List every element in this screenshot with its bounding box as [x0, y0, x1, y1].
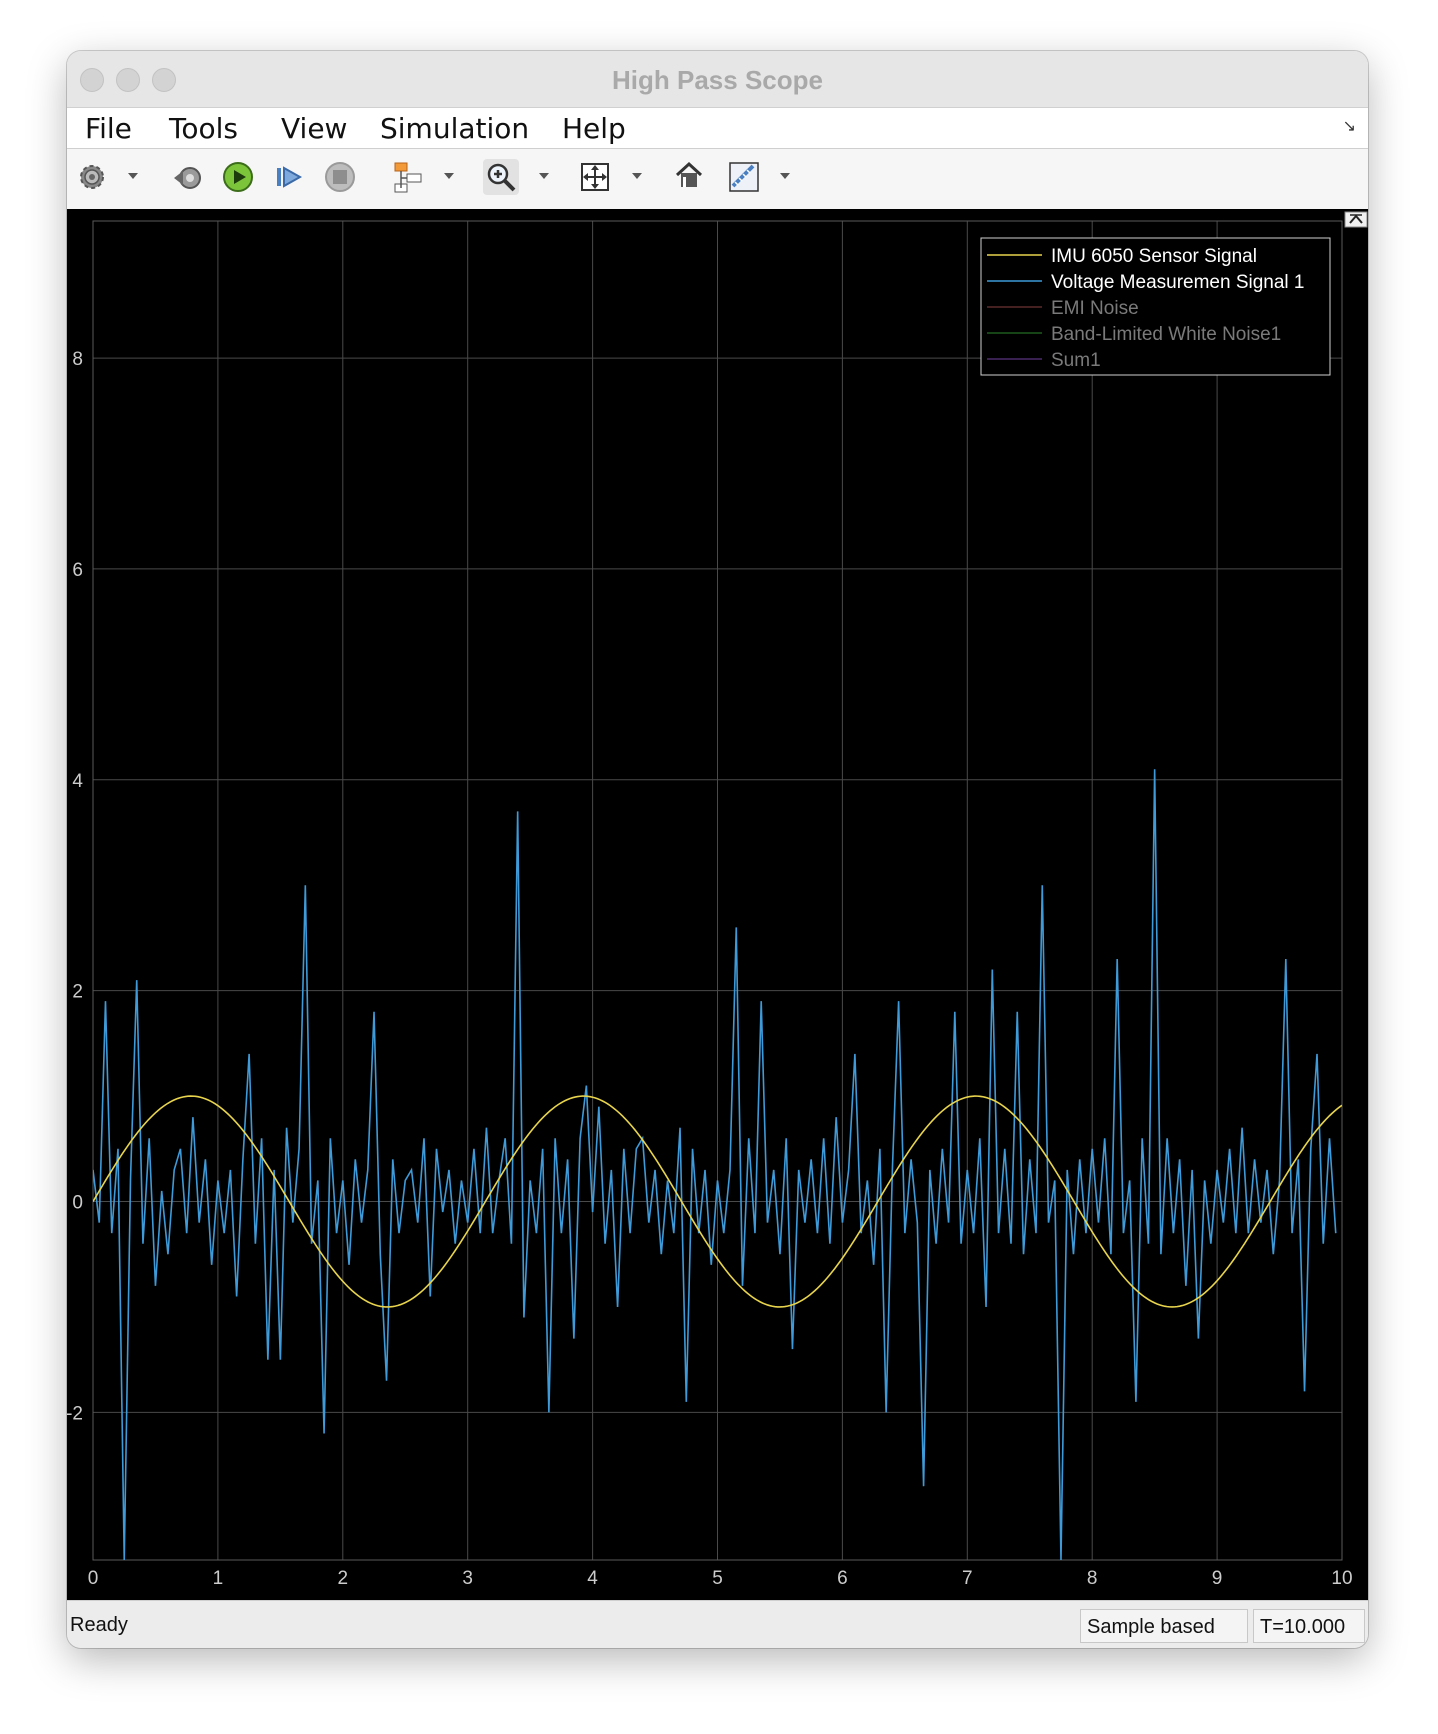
legend-entry-4[interactable]: Sum1: [1051, 350, 1101, 371]
zoom-fit-dropdown-icon[interactable]: [632, 173, 642, 179]
settings-dropdown-icon[interactable]: [128, 173, 138, 179]
scope-display[interactable]: 0 1 2 3 4 5 6 7 8 9 10 -2 0 2 4 6 8 IMU 6050 Sensor Sig…: [67, 209, 1368, 1600]
y-tick-label-5: 8: [72, 349, 83, 370]
legend-entry-2[interactable]: EMI Noise: [1051, 298, 1139, 319]
series-imu-line: [93, 1095, 1342, 1308]
status-mode: Sample based: [1080, 1609, 1248, 1643]
status-bar: Ready Sample based T=10.000: [67, 1600, 1368, 1648]
zoom-window-button[interactable]: [152, 68, 176, 92]
y-tick-label-3: 4: [72, 771, 83, 792]
step-back-icon[interactable]: [169, 159, 205, 195]
menu-simulation[interactable]: Simulation: [380, 112, 530, 145]
series-voltage-line: [93, 769, 1337, 1560]
y-tick-label-2: 2: [72, 982, 83, 1003]
zoom-fit-icon[interactable]: [577, 159, 613, 195]
series-lines: [93, 769, 1342, 1560]
menu-bar: File Tools View Simulation Help ↘: [67, 108, 1368, 149]
close-window-button[interactable]: [80, 68, 104, 92]
undock-arrow-icon[interactable]: ↘: [1342, 118, 1356, 135]
menu-file[interactable]: File: [85, 112, 132, 145]
y-tick-label-0: -2: [67, 1403, 83, 1424]
menu-view[interactable]: View: [281, 112, 348, 145]
expand-plot-icon[interactable]: [1344, 211, 1368, 228]
x-tick-label-7: 7: [962, 1568, 973, 1589]
y-tick-labels: -2 0 2 4 6 8: [67, 349, 83, 1424]
zoom-in-icon[interactable]: [483, 159, 519, 195]
title-bar: High Pass Scope: [67, 51, 1368, 108]
status-state: Ready: [70, 1614, 128, 1636]
highlight-icon[interactable]: [391, 159, 427, 195]
scope-window: High Pass Scope File Tools View Simulati…: [67, 51, 1368, 1648]
legend-entry-0[interactable]: IMU 6050 Sensor Signal: [1051, 246, 1257, 267]
measure-icon[interactable]: [726, 159, 762, 195]
x-tick-label-9: 9: [1212, 1568, 1223, 1589]
menu-help[interactable]: Help: [562, 112, 626, 145]
legend-entry-1[interactable]: Voltage Measuremen Signal 1: [1051, 272, 1305, 293]
x-tick-label-10: 10: [1331, 1568, 1352, 1589]
highlight-dropdown-icon[interactable]: [444, 173, 454, 179]
y-tick-label-1: 0: [72, 1193, 83, 1214]
grid-lines: [93, 221, 1342, 1560]
window-title: High Pass Scope: [612, 65, 823, 95]
x-tick-label-0: 0: [88, 1568, 99, 1589]
minimize-window-button[interactable]: [116, 68, 140, 92]
x-tick-labels: 0 1 2 3 4 5 6 7 8 9 10: [88, 1568, 1353, 1589]
y-tick-label-4: 6: [72, 560, 83, 581]
x-tick-label-8: 8: [1087, 1568, 1098, 1589]
x-tick-label-3: 3: [462, 1568, 473, 1589]
axes-frame: [92, 220, 1343, 1561]
legend[interactable]: IMU 6050 Sensor Signal Voltage Measuremen…: [980, 237, 1331, 376]
x-tick-label-1: 1: [213, 1568, 224, 1589]
zoom-dropdown-icon[interactable]: [539, 173, 549, 179]
scope-plot-svg: 0 1 2 3 4 5 6 7 8 9 10 -2 0 2 4 6 8 IMU 6050 Sensor Sig…: [67, 209, 1368, 1600]
step-forward-icon[interactable]: [271, 159, 307, 195]
x-tick-label-2: 2: [338, 1568, 349, 1589]
measure-dropdown-icon[interactable]: [780, 173, 790, 179]
x-tick-label-4: 4: [587, 1568, 598, 1589]
menu-tools[interactable]: Tools: [169, 112, 238, 145]
x-tick-label-6: 6: [837, 1568, 848, 1589]
stop-icon[interactable]: [322, 159, 358, 195]
gear-icon[interactable]: [74, 159, 110, 195]
x-tick-label-5: 5: [712, 1568, 723, 1589]
scale-y-icon[interactable]: [671, 159, 707, 195]
run-icon[interactable]: [220, 159, 256, 195]
legend-entry-3[interactable]: Band-Limited White Noise1: [1051, 324, 1281, 345]
status-time: T=10.000: [1253, 1609, 1365, 1643]
